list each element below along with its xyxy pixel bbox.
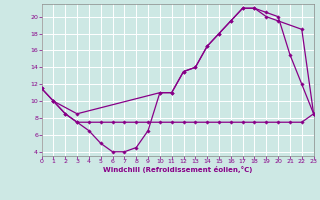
X-axis label: Windchill (Refroidissement éolien,°C): Windchill (Refroidissement éolien,°C) <box>103 166 252 173</box>
